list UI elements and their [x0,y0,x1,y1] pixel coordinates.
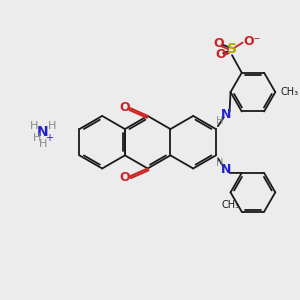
Text: N: N [37,125,49,140]
Text: H: H [216,116,224,126]
Text: H: H [33,133,41,143]
Text: H: H [216,158,224,168]
Text: O⁻: O⁻ [244,35,261,48]
Text: H: H [30,121,38,131]
Text: O: O [213,37,224,50]
Text: O: O [119,101,130,114]
Text: S: S [227,42,237,56]
Text: H: H [39,139,47,149]
Text: N: N [220,164,231,176]
Text: O: O [215,48,226,61]
Text: H: H [47,121,56,131]
Text: CH₃: CH₃ [221,200,240,210]
Text: O: O [119,171,130,184]
Text: CH₃: CH₃ [280,87,298,97]
Text: N: N [220,108,231,121]
Text: +: + [45,133,53,143]
